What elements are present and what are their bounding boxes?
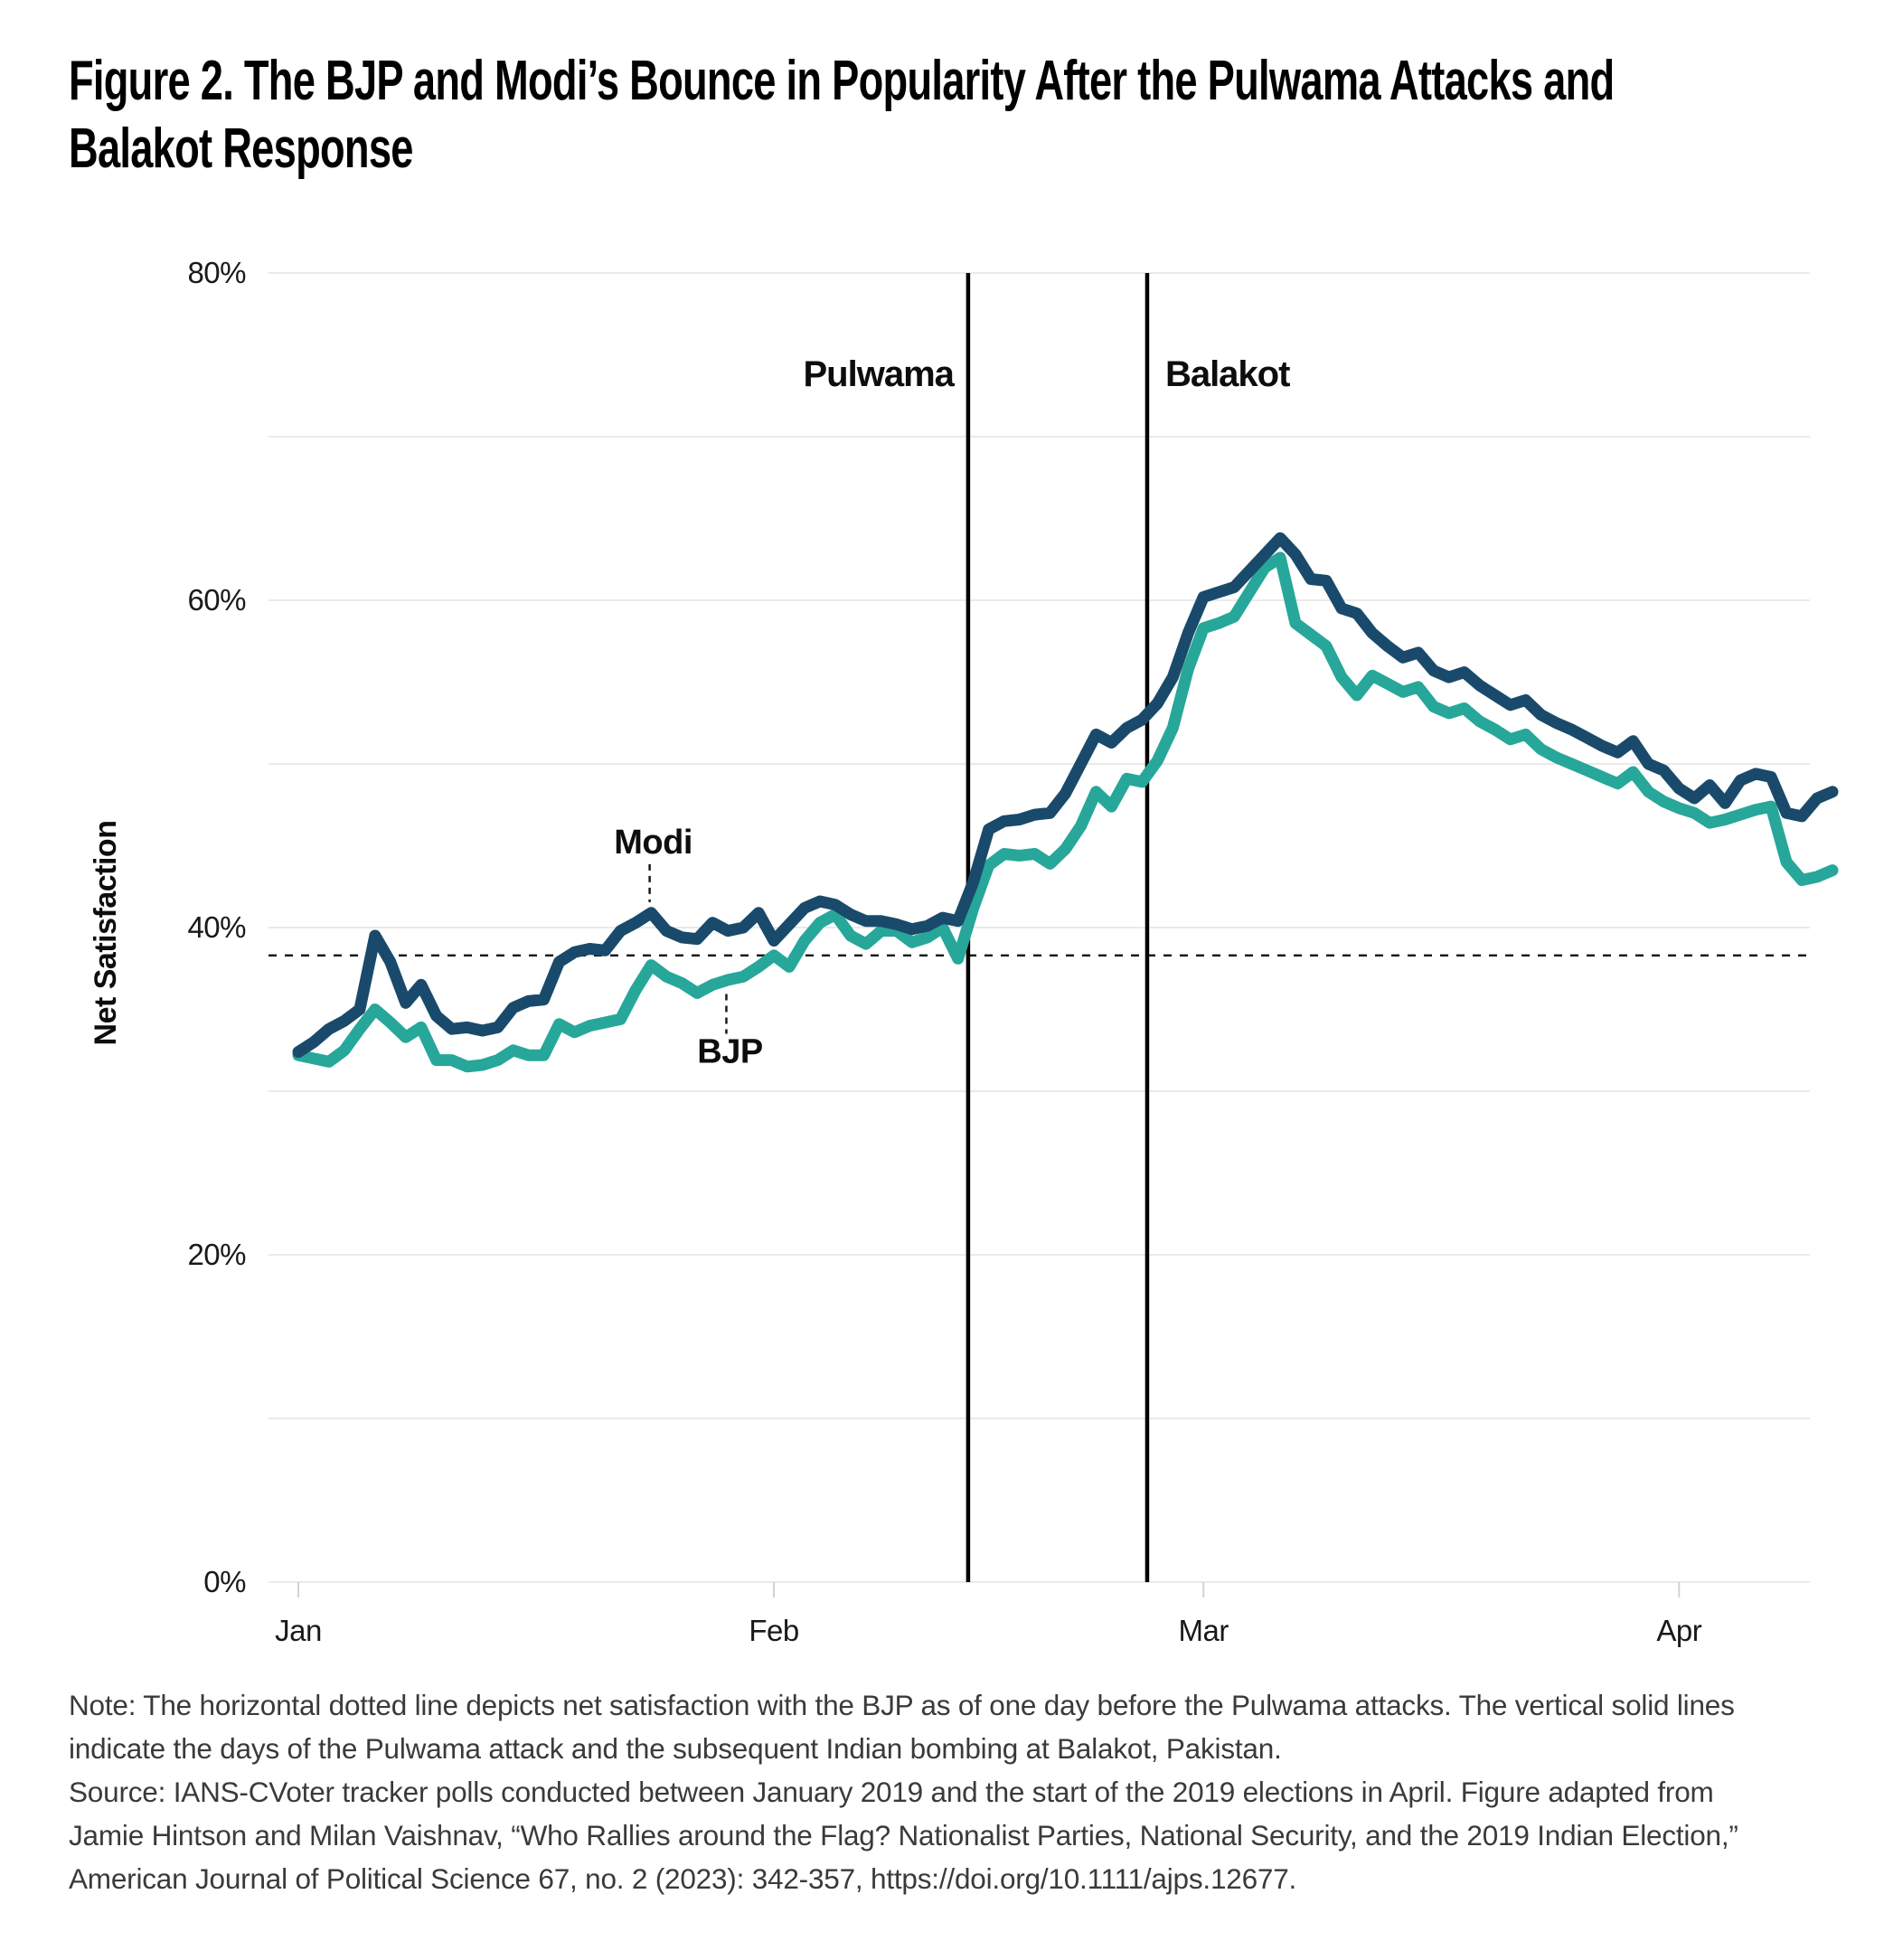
series-label-modi: Modi xyxy=(614,824,692,862)
event-label-balakot: Balakot xyxy=(1165,354,1290,394)
y-tick-label-80pct: 80% xyxy=(187,256,246,289)
x-tick-label-jan: Jan xyxy=(275,1614,322,1647)
figure-title-line-1: Figure 2. The BJP and Modi’s Bounce in P… xyxy=(69,50,1615,112)
axis-layer: 80% 60% 40% 20% 0% Jan Feb Mar Apr xyxy=(187,256,1806,1647)
grid-layer xyxy=(268,272,1810,1583)
x-tick-label-mar: Mar xyxy=(1179,1614,1229,1647)
event-label-pulwama: Pulwama xyxy=(804,354,956,394)
event-layer: Pulwama Balakot xyxy=(804,273,1291,1582)
series-line-modi xyxy=(292,532,1839,1059)
figure-title-line-2: Balakot Response xyxy=(69,118,413,180)
y-tick-label-0pct: 0% xyxy=(203,1565,246,1598)
figure-title: Figure 2. The BJP and Modi’s Bounce in P… xyxy=(69,47,1615,183)
source-text: Source: IANS-CVoter tracker polls conduc… xyxy=(69,1776,1738,1895)
annotation-layer: Modi BJP xyxy=(614,824,763,1071)
y-tick-label-40pct: 40% xyxy=(187,910,246,944)
note-text: Note: The horizontal dotted line depicts… xyxy=(69,1689,1735,1765)
figure-notes: Note: The horizontal dotted line depicts… xyxy=(69,1683,1759,1900)
series-line-bjp xyxy=(292,551,1839,1073)
y-tick-label-20pct: 20% xyxy=(187,1238,246,1271)
series-layer xyxy=(292,532,1839,1073)
y-tick-label-60pct: 60% xyxy=(187,583,246,617)
y-axis-title: Net Satisfaction xyxy=(89,821,123,1046)
series-label-bjp: BJP xyxy=(697,1033,763,1071)
x-tick-label-feb: Feb xyxy=(749,1614,798,1647)
x-tick-label-apr: Apr xyxy=(1656,1614,1701,1647)
